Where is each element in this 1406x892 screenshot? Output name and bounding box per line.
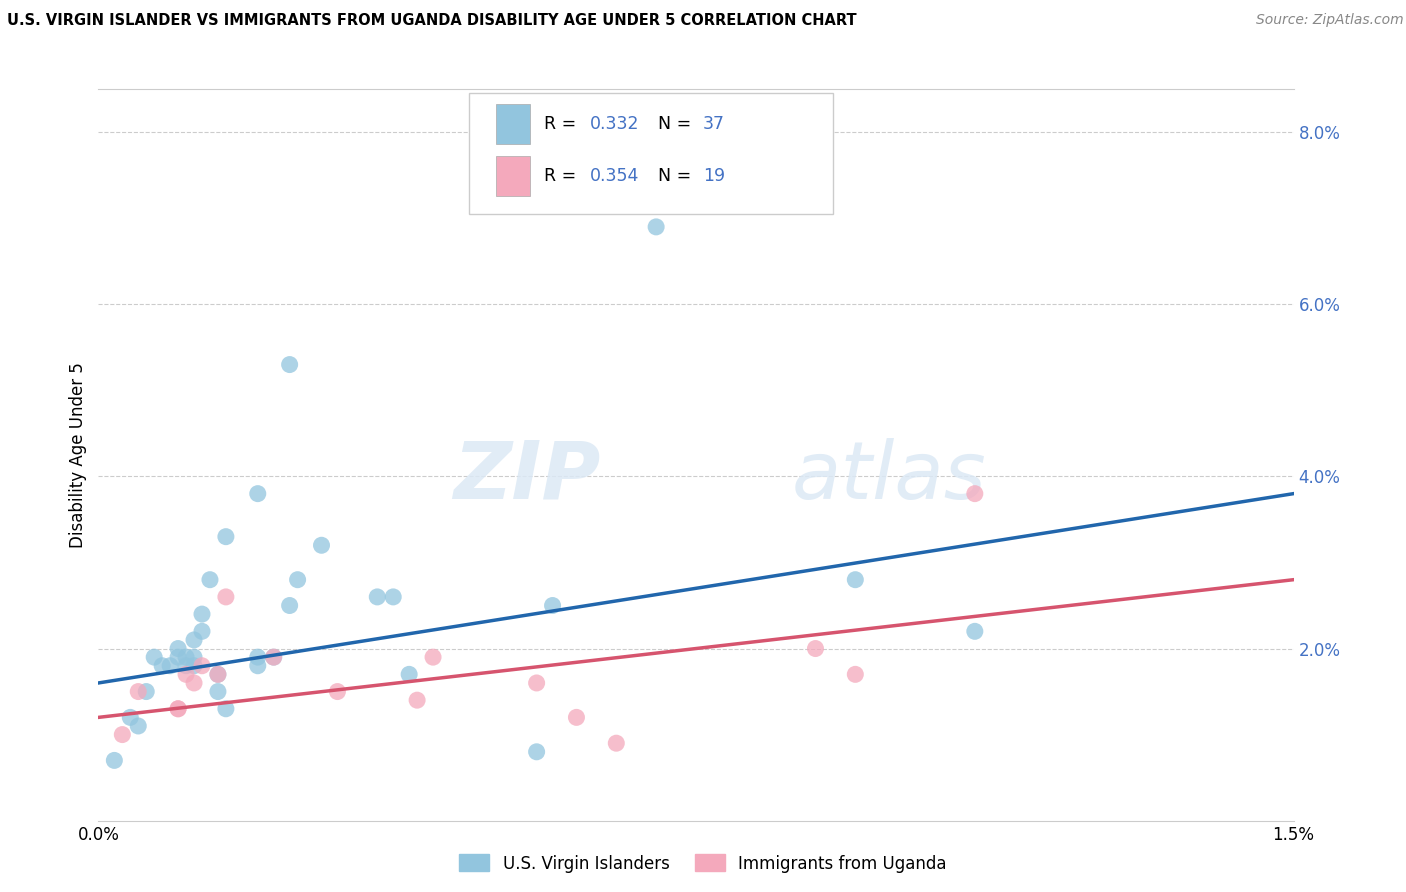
Point [207, 667, 229, 681]
Point [605, 736, 627, 750]
Point [382, 590, 405, 604]
Point [645, 219, 668, 234]
Point [246, 486, 269, 500]
Text: 37: 37 [703, 115, 725, 133]
Point [174, 667, 197, 681]
Point [406, 693, 429, 707]
Point [174, 658, 197, 673]
Point [526, 676, 548, 690]
Point [565, 710, 588, 724]
Point [287, 573, 309, 587]
Point [963, 624, 986, 639]
Point [183, 650, 205, 665]
Text: R =: R = [544, 115, 582, 133]
Point [159, 658, 181, 673]
FancyBboxPatch shape [470, 93, 834, 213]
Point [191, 607, 214, 621]
Text: N =: N = [658, 167, 696, 186]
Point [198, 573, 221, 587]
Point [103, 753, 125, 767]
Text: 0.354: 0.354 [589, 167, 638, 186]
Point [191, 624, 214, 639]
Point [207, 684, 229, 698]
Point [127, 719, 149, 733]
Bar [496, 156, 530, 196]
Point [215, 590, 238, 604]
Y-axis label: Disability Age Under 5: Disability Age Under 5 [69, 362, 87, 548]
Text: atlas: atlas [792, 438, 987, 516]
Text: 19: 19 [703, 167, 725, 186]
Point [963, 486, 986, 500]
Point [150, 658, 173, 673]
Point [111, 728, 134, 742]
Point [278, 599, 301, 613]
Point [167, 650, 190, 665]
Text: ZIP: ZIP [453, 438, 600, 516]
Point [263, 650, 285, 665]
Point [326, 684, 349, 698]
Point [366, 590, 388, 604]
Point [183, 632, 205, 647]
Point [541, 599, 564, 613]
Point [167, 641, 190, 656]
Point [422, 650, 444, 665]
Text: R =: R = [544, 167, 582, 186]
Point [844, 573, 866, 587]
Text: Source: ZipAtlas.com: Source: ZipAtlas.com [1256, 13, 1403, 28]
Bar [496, 103, 530, 145]
Point [167, 702, 190, 716]
Point [311, 538, 333, 552]
Point [191, 658, 214, 673]
Text: U.S. VIRGIN ISLANDER VS IMMIGRANTS FROM UGANDA DISABILITY AGE UNDER 5 CORRELATIO: U.S. VIRGIN ISLANDER VS IMMIGRANTS FROM … [7, 13, 856, 29]
Point [215, 702, 238, 716]
Point [398, 667, 420, 681]
Point [183, 676, 205, 690]
Point [844, 667, 866, 681]
Point [207, 667, 229, 681]
Point [127, 684, 149, 698]
Point [143, 650, 166, 665]
Point [246, 658, 269, 673]
Point [174, 650, 197, 665]
Point [215, 530, 238, 544]
Text: 0.332: 0.332 [589, 115, 640, 133]
Point [246, 650, 269, 665]
Point [183, 658, 205, 673]
Text: N =: N = [658, 115, 696, 133]
Point [526, 745, 548, 759]
Point [804, 641, 827, 656]
Point [120, 710, 142, 724]
Legend: U.S. Virgin Islanders, Immigrants from Uganda: U.S. Virgin Islanders, Immigrants from U… [453, 847, 953, 880]
Point [135, 684, 157, 698]
Point [167, 702, 190, 716]
Point [263, 650, 285, 665]
Point [278, 358, 301, 372]
